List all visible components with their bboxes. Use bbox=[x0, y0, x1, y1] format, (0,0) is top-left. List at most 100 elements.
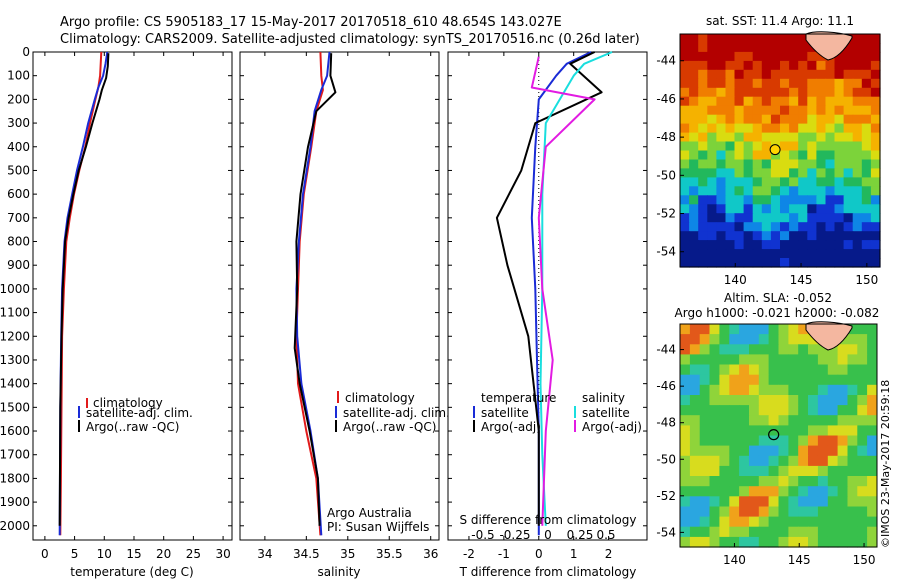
map-cell bbox=[743, 34, 754, 44]
map-cell bbox=[857, 536, 868, 548]
map-cell bbox=[789, 159, 799, 170]
map-cell bbox=[680, 240, 690, 250]
map-cell bbox=[870, 195, 881, 205]
map-cell bbox=[758, 486, 770, 497]
map-cell bbox=[729, 384, 740, 396]
map-cell bbox=[725, 249, 736, 259]
map-cell bbox=[761, 222, 772, 232]
map-cell bbox=[770, 105, 781, 116]
map-cell bbox=[861, 51, 872, 62]
map-cell bbox=[816, 186, 827, 196]
map-cell bbox=[749, 334, 760, 345]
map-cell bbox=[707, 195, 717, 205]
map-cell bbox=[834, 69, 845, 80]
map-cell bbox=[729, 445, 740, 457]
map-cell bbox=[857, 395, 868, 406]
map-cell bbox=[852, 43, 863, 53]
map-cell bbox=[743, 43, 754, 53]
map-cell bbox=[788, 425, 799, 437]
map-cell bbox=[689, 150, 699, 161]
map-cell bbox=[758, 354, 770, 366]
map-cell bbox=[689, 395, 701, 406]
map-cell bbox=[780, 231, 790, 241]
map-cell bbox=[852, 51, 863, 62]
map-cell bbox=[867, 486, 878, 497]
map-cell bbox=[707, 159, 717, 170]
difference-x-axis: -2 -1 0 1 2 bbox=[463, 52, 612, 561]
map-cell bbox=[707, 96, 717, 107]
map-cell bbox=[817, 374, 829, 386]
map-cell bbox=[807, 51, 817, 62]
map-cell bbox=[719, 425, 730, 437]
map-cell bbox=[852, 159, 863, 170]
map-cell bbox=[761, 249, 772, 259]
temperature-lines bbox=[58, 51, 110, 536]
map-cell bbox=[725, 195, 736, 205]
map-cell bbox=[798, 405, 809, 416]
map-cell bbox=[870, 213, 881, 223]
map-cell bbox=[768, 536, 779, 548]
map-cell bbox=[867, 354, 878, 366]
map-cell bbox=[770, 204, 781, 214]
map-cell bbox=[709, 364, 720, 376]
map-cell bbox=[699, 415, 711, 426]
map-cell bbox=[816, 150, 827, 161]
map-cell bbox=[729, 496, 740, 507]
map-cell bbox=[734, 60, 745, 71]
map-cell bbox=[825, 60, 836, 71]
map-cell bbox=[725, 123, 736, 134]
map-cell bbox=[861, 204, 872, 214]
map-cell bbox=[827, 445, 839, 457]
map-cell bbox=[752, 78, 763, 89]
map-cell bbox=[798, 425, 809, 437]
map-cell bbox=[729, 324, 740, 335]
map-cell bbox=[778, 384, 789, 396]
map-cell bbox=[827, 526, 839, 538]
map-cell bbox=[729, 455, 740, 467]
map-cell bbox=[725, 51, 736, 62]
map-cell bbox=[798, 344, 809, 355]
map-cell bbox=[861, 123, 872, 134]
map-cell bbox=[825, 186, 836, 196]
map-cell bbox=[870, 96, 881, 107]
map-cell bbox=[749, 364, 760, 376]
map-cell bbox=[807, 105, 817, 116]
map-cell bbox=[817, 536, 829, 548]
map-cell bbox=[716, 168, 727, 178]
map-cell bbox=[770, 114, 781, 125]
map-cell bbox=[807, 123, 817, 134]
map-cell bbox=[843, 51, 854, 62]
map-cell bbox=[780, 159, 790, 170]
map-cell bbox=[761, 96, 772, 107]
depth-tick-label: 1700 bbox=[0, 448, 30, 462]
map-cell bbox=[857, 435, 868, 447]
map-cell bbox=[698, 114, 708, 125]
legend-label-satellite: satellite-adj. clim. bbox=[86, 406, 193, 420]
map-cell bbox=[707, 240, 717, 250]
map-cell bbox=[837, 496, 848, 507]
map-cell bbox=[808, 465, 819, 477]
map-cell bbox=[847, 334, 858, 345]
map-cell bbox=[698, 222, 708, 232]
map-cell bbox=[867, 445, 878, 457]
map-cell bbox=[837, 516, 848, 528]
map-cell bbox=[780, 204, 790, 214]
map-cell bbox=[847, 354, 858, 366]
map-cell bbox=[798, 231, 808, 241]
map-cell bbox=[709, 536, 720, 548]
map-cell bbox=[816, 231, 827, 241]
depth-tick-label: 1900 bbox=[0, 495, 30, 509]
map-cell bbox=[768, 395, 779, 406]
map-cell bbox=[778, 465, 789, 477]
depth-tick-label: 1500 bbox=[0, 400, 30, 414]
map-cell bbox=[719, 465, 730, 477]
map-cell bbox=[761, 168, 772, 178]
x-tick-label: 35 bbox=[340, 547, 355, 561]
map-cell bbox=[817, 516, 829, 528]
map-cell bbox=[680, 159, 690, 170]
map-cell bbox=[857, 344, 868, 355]
map-cell bbox=[752, 123, 763, 134]
map-cell bbox=[725, 222, 736, 232]
map-cell bbox=[857, 526, 868, 538]
map-cell bbox=[834, 231, 845, 241]
